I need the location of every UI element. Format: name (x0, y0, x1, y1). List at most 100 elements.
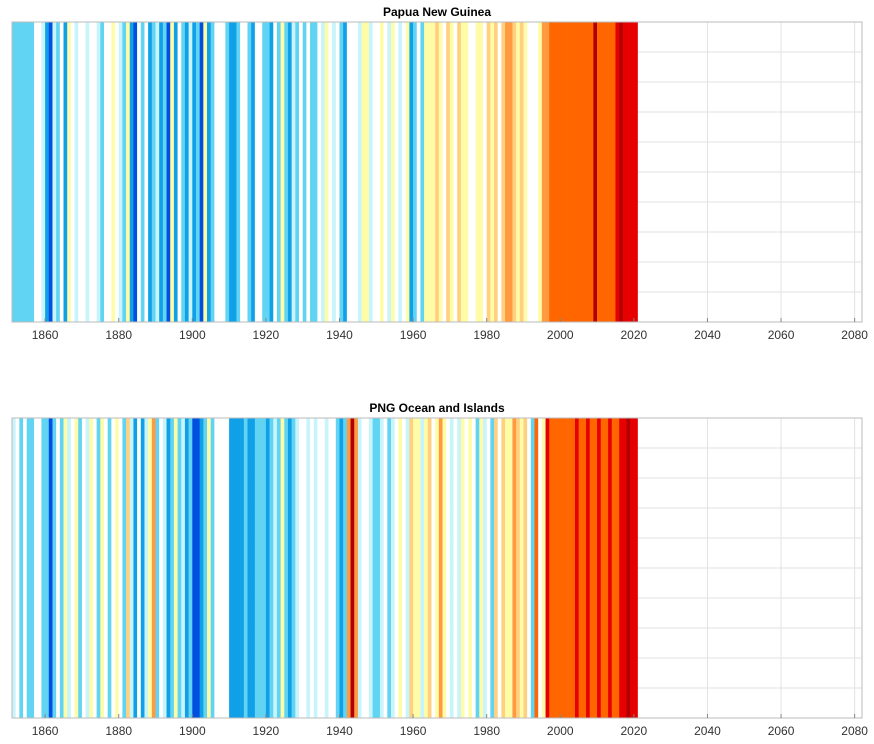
stripe (151, 418, 156, 718)
stripe (328, 418, 333, 718)
stripe (225, 22, 230, 322)
stripe (365, 22, 370, 322)
stripe (332, 418, 337, 718)
stripe (571, 418, 576, 718)
stripe (512, 22, 517, 322)
stripe (85, 22, 90, 322)
stripe (563, 22, 568, 322)
stripe (170, 418, 175, 718)
stripe (335, 22, 340, 322)
stripe (556, 418, 561, 718)
stripe (45, 22, 50, 322)
stripe (630, 22, 635, 322)
stripe (144, 418, 149, 718)
stripe (115, 22, 120, 322)
stripe (593, 22, 598, 322)
stripe (291, 418, 296, 718)
stripe (192, 22, 197, 322)
x-tick-label: 1860 (32, 328, 59, 342)
stripe (273, 418, 278, 718)
stripe (416, 22, 421, 322)
stripe (214, 22, 219, 322)
stripe (317, 418, 322, 718)
x-tick-label: 1940 (326, 724, 353, 738)
stripe (48, 418, 53, 718)
stripe (78, 418, 83, 718)
stripe (391, 22, 395, 322)
stripe (486, 22, 491, 322)
stripe (254, 22, 259, 322)
x-tick-label: 1880 (105, 724, 132, 738)
x-tick-label: 2000 (547, 328, 574, 342)
stripe (199, 22, 204, 322)
stripe (497, 22, 502, 322)
stripe (457, 418, 462, 718)
stripe (549, 22, 554, 322)
stripe (442, 418, 447, 718)
stripe (236, 418, 241, 718)
stripe (413, 418, 418, 718)
stripe (571, 22, 576, 322)
stripe (567, 418, 572, 718)
stripe (310, 22, 315, 322)
x-tick-label: 1920 (253, 724, 280, 738)
stripe (354, 22, 359, 322)
stripe (357, 22, 362, 322)
stripe (516, 418, 521, 718)
stripe (240, 22, 245, 322)
stripe (111, 22, 116, 322)
stripe (508, 22, 513, 322)
stripe (247, 22, 252, 322)
stripe (604, 418, 609, 718)
stripe (582, 418, 587, 718)
stripe (19, 418, 24, 718)
stripe (482, 22, 487, 322)
stripe (324, 418, 329, 718)
stripe (468, 22, 473, 322)
stripe (350, 418, 355, 718)
stripe (486, 418, 491, 718)
stripe (70, 22, 75, 322)
x-tick-label: 1900 (179, 328, 206, 342)
stripe (247, 418, 252, 718)
stripe (464, 418, 469, 718)
stripe (346, 418, 351, 718)
stripe (34, 22, 39, 322)
stripe (516, 22, 521, 322)
stripe (343, 418, 348, 718)
stripe (468, 418, 473, 718)
x-tick-label: 2060 (768, 724, 795, 738)
stripe (394, 418, 399, 718)
stripe (207, 418, 212, 718)
stripe (144, 22, 149, 322)
stripe (409, 418, 414, 718)
stripe (243, 418, 248, 718)
stripe (284, 418, 289, 718)
stripe (501, 418, 506, 718)
stripe (166, 22, 171, 322)
stripe (482, 418, 487, 718)
x-tick-label: 1980 (473, 724, 500, 738)
stripe (460, 418, 465, 718)
stripe (420, 418, 425, 718)
stripe (184, 418, 189, 718)
stripe (383, 22, 388, 322)
stripe (449, 418, 454, 718)
stripe (597, 22, 602, 322)
stripe (214, 418, 219, 718)
stripe (387, 418, 392, 718)
stripe (295, 418, 300, 718)
x-tick-label: 1920 (253, 328, 280, 342)
stripe (280, 418, 285, 718)
stripe (89, 418, 94, 718)
stripe (236, 22, 241, 322)
stripe (413, 22, 418, 322)
stripe (494, 418, 499, 718)
stripe (210, 418, 215, 718)
stripe (126, 22, 131, 322)
stripe (203, 22, 208, 322)
stripe (405, 22, 410, 322)
stripe (541, 22, 546, 322)
stripe (232, 22, 237, 322)
stripe (563, 418, 568, 718)
